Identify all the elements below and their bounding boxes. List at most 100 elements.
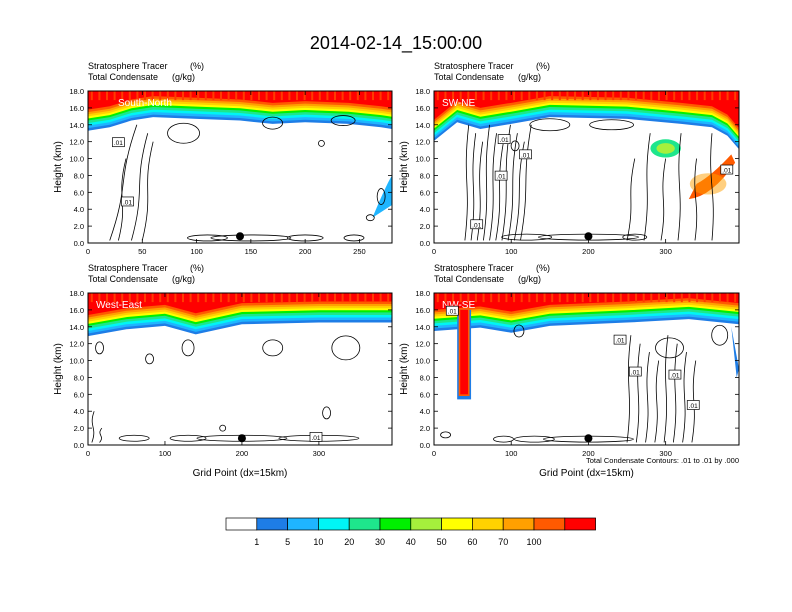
condensate-contour (141, 141, 154, 241)
panel-south-north: 0.0 2.0 4.0 6.0 8.0 10.0 12.0 14.0 16.0 18.0 0 50 10… (53, 61, 393, 256)
tracer-streak (242, 91, 245, 101)
colorbar-label: 70 (498, 537, 508, 547)
condensate-contour (654, 360, 660, 443)
contour-label: .01 (472, 222, 481, 229)
tracer-streak (265, 293, 268, 303)
y-axis-label: Height (km) (53, 343, 64, 395)
panel-header-label-left-1: Stratosphere Tracer (88, 61, 168, 71)
colorbar-label: 1 (254, 537, 259, 547)
condensate-contour (589, 119, 634, 131)
intrusion-core (656, 143, 675, 154)
contour-label: .01 (123, 199, 132, 206)
y-tick-label: 18.0 (415, 289, 430, 298)
tracer-streak (604, 293, 607, 303)
tracer-streak (326, 293, 329, 303)
tracer-streak (356, 293, 359, 303)
y-tick-label: 6.0 (74, 188, 84, 197)
tracer-streak (258, 91, 260, 101)
y-tick-label: 10.0 (415, 155, 430, 164)
tracer-streak (657, 293, 660, 303)
condensate-contour (510, 140, 520, 152)
tracer-streak (596, 91, 599, 101)
location-marker (584, 232, 593, 241)
x-tick-label: 0 (86, 449, 90, 458)
y-tick-label: 10.0 (69, 357, 84, 366)
tracer-streak (459, 91, 462, 101)
tracer-streak (642, 293, 645, 303)
condensate-contour (219, 424, 227, 432)
tracer-streak (581, 293, 584, 303)
panel-header-label-left-2: Total Condensate (88, 72, 158, 82)
contour-label: .01 (497, 174, 506, 181)
tracer-streak (635, 91, 638, 101)
tracer-streak (372, 293, 374, 303)
tracer-streak (520, 293, 523, 303)
tracer-streak (189, 293, 192, 303)
tracer-streak (296, 293, 298, 303)
x-tick-label: 300 (659, 247, 672, 256)
condensate-contour (677, 133, 682, 241)
y-tick-label: 16.0 (69, 104, 84, 113)
tracer-streak (619, 293, 622, 303)
contour-label: .01 (631, 370, 640, 377)
tracer-streak (734, 91, 737, 101)
tracer-streak (273, 91, 276, 101)
tracer-streak (364, 91, 367, 101)
colorbar-swatch (533, 517, 566, 531)
tracer-streak (551, 91, 554, 101)
intrusion-column-core (460, 309, 468, 395)
y-tick-label: 2.0 (74, 222, 84, 231)
y-tick-label: 8.0 (74, 373, 84, 382)
y-tick-label: 4.0 (74, 205, 84, 214)
contour-note: Total Condensate Contours: .01 to .01 by… (586, 456, 739, 465)
tracer-streak (734, 293, 737, 303)
tracer-streak (528, 293, 531, 303)
tracer-streak (474, 91, 477, 101)
y-tick-label: 8.0 (420, 171, 430, 180)
contour-label: .01 (670, 373, 679, 380)
tracer-streak (144, 91, 146, 101)
condensate-contour (262, 339, 284, 357)
condensate-contour (91, 411, 95, 443)
y-tick-label: 14.0 (415, 323, 430, 332)
tracer-streak (212, 293, 215, 303)
tracer-streak (513, 91, 516, 101)
contour-label: .01 (500, 137, 509, 144)
colorbar-swatch (564, 517, 596, 531)
tracer-streak (227, 293, 230, 303)
tracer-streak (349, 91, 352, 101)
x-tick-label: 0 (432, 247, 436, 256)
x-tick-label: 250 (353, 247, 366, 256)
panel-header-label-left-1: Stratosphere Tracer (88, 263, 168, 273)
tracer-streak (543, 91, 546, 101)
location-marker (237, 434, 246, 443)
colorbar-label: 30 (375, 537, 385, 547)
tracer-streak (535, 91, 538, 101)
tracer-streak (151, 293, 154, 303)
tracer-streak (688, 293, 691, 303)
panel-header-label-left-1: Stratosphere Tracer (434, 263, 514, 273)
contour-label-box (497, 134, 511, 144)
y-tick-label: 4.0 (74, 407, 84, 416)
tracer-streak (258, 293, 260, 303)
contour-label: .01 (722, 168, 731, 175)
tracer-streak (212, 91, 215, 101)
contour-label-box (309, 432, 323, 442)
panel-name: West-East (96, 300, 142, 311)
contour-label: .01 (448, 309, 457, 316)
intrusion-halo (689, 173, 727, 195)
tracer-streak (726, 293, 729, 303)
tracer-streak (174, 91, 177, 101)
tracer-streak (318, 293, 321, 303)
tracer-streak (318, 91, 321, 101)
tracer-streak (596, 293, 599, 303)
condensate-contour (520, 124, 532, 241)
condensate-contour (331, 335, 361, 361)
y-tick-label: 10.0 (69, 155, 84, 164)
plot-frame (433, 90, 740, 244)
tracer-streak (106, 293, 108, 303)
colorbar-swatch (410, 517, 442, 531)
tracer-streak (703, 293, 706, 303)
y-tick-label: 6.0 (74, 390, 84, 399)
tracer-streak (543, 293, 546, 303)
